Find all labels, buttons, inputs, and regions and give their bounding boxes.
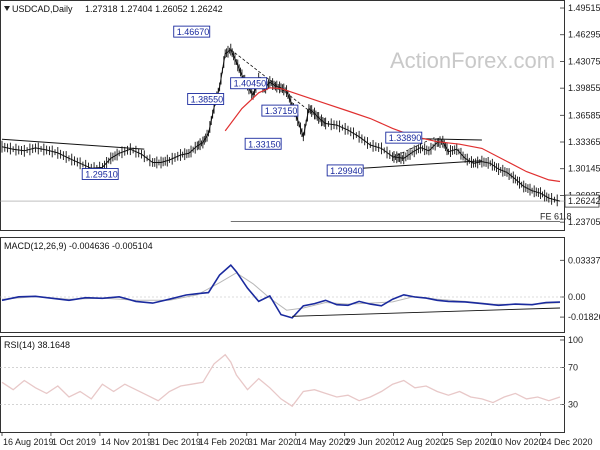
annotation-label: 1.40450 xyxy=(234,79,267,89)
x-tick-label: 16 Aug 2019 xyxy=(3,437,54,447)
rsi-y-tick-label: 100 xyxy=(568,335,583,345)
annotation-box xyxy=(261,104,299,117)
macd-y-tick-label: -0.018262 xyxy=(568,312,600,322)
annotation-box xyxy=(385,131,423,144)
ohlc-values: 1.27318 1.27404 1.26052 1.26242 xyxy=(85,4,223,14)
price-annotations: 1.46670 1.38550 1.40450 1.37150 1.33150 1.295… xyxy=(81,25,423,180)
x-tick-label: 10 Nov 2020 xyxy=(493,437,544,447)
rsi-y-tick-label: 70 xyxy=(568,363,578,373)
rsi-line xyxy=(1,353,561,408)
x-tick-label: 25 Sep 2020 xyxy=(444,437,495,447)
x-tick-label: 31 Mar 2020 xyxy=(248,437,299,447)
annotation-label: 1.33890 xyxy=(389,133,422,143)
price-y-tick-label: 1.23705 xyxy=(568,217,600,227)
rsi-series-group xyxy=(0,353,565,408)
x-tick-label: 14 May 2020 xyxy=(297,437,349,447)
annotation-label: 1.33150 xyxy=(248,139,281,149)
macd-line xyxy=(1,263,561,319)
price-y-tick-label: 1.39855 xyxy=(568,83,600,93)
annotation-box xyxy=(81,168,119,180)
watermark: ActionForex.com xyxy=(390,48,555,73)
macd-signal-line xyxy=(1,272,561,311)
last-price-label: 1.26242 xyxy=(568,196,600,206)
x-tick-label: 12 Aug 2020 xyxy=(395,437,446,447)
price-series-group xyxy=(0,43,565,222)
trendline-early xyxy=(1,138,145,150)
annotation-label: 1.37150 xyxy=(265,106,298,116)
macd-series-group xyxy=(0,263,565,319)
price-y-tick-label: 1.43075 xyxy=(568,56,600,66)
dropdown-triangle-icon xyxy=(4,6,10,11)
rsi-title: RSI(14) 38.1648 xyxy=(4,340,70,350)
price-y-tick-label: 1.46295 xyxy=(568,30,600,40)
macd-title: MACD(12,26,9) -0.004636 -0.005104 xyxy=(4,241,153,251)
annotation-label: 1.29510 xyxy=(85,169,118,179)
rsi-panel-border xyxy=(0,336,565,433)
price-panel-title: USDCAD,Daily 1.27318 1.27404 1.26052 1.2… xyxy=(4,4,223,14)
rsi-y-tick-label: 30 xyxy=(568,399,578,409)
price-y-tick-label: 1.30145 xyxy=(568,164,600,174)
macd-y-tick-label: 0.03337 xyxy=(568,255,600,265)
x-tick-label: 24 Dec 2020 xyxy=(541,437,592,447)
x-tick-label: 31 Dec 2019 xyxy=(150,437,201,447)
price-y-axis: 1.49515 1.46295 1.43075 1.39855 1.36585 1.333… xyxy=(560,3,600,227)
x-tick-label: 1 Oct 2019 xyxy=(52,437,96,447)
annotation-box xyxy=(187,93,225,105)
annotation-box xyxy=(244,137,282,150)
annotation-label: 1.38550 xyxy=(191,94,224,104)
macd-trendline xyxy=(292,307,561,317)
macd-y-tick-label: 0.00 xyxy=(568,292,586,302)
annotation-box xyxy=(230,77,268,90)
annotation-label: 1.29940 xyxy=(330,166,363,176)
x-tick-label: 14 Nov 2019 xyxy=(101,437,152,447)
last-price-marker: 1.26242 xyxy=(564,194,600,208)
trendline-bottom xyxy=(347,160,482,170)
fe-label: FE 61.8 xyxy=(540,212,572,222)
x-tick-label: 29 Jun 2020 xyxy=(346,437,396,447)
macd-panel-border xyxy=(0,237,565,333)
annotation-box xyxy=(326,164,364,177)
price-y-tick-label: 1.49515 xyxy=(568,3,600,13)
price-y-tick-label: 1.36585 xyxy=(568,110,600,120)
price-y-tick-label: 1.33365 xyxy=(568,137,600,147)
x-tick-label: 14 Feb 2020 xyxy=(199,437,250,447)
symbol-title: USDCAD,Daily xyxy=(12,4,73,14)
moving-average-line xyxy=(224,87,561,183)
annotation-box xyxy=(173,25,211,38)
annotation-label: 1.46670 xyxy=(177,27,210,37)
